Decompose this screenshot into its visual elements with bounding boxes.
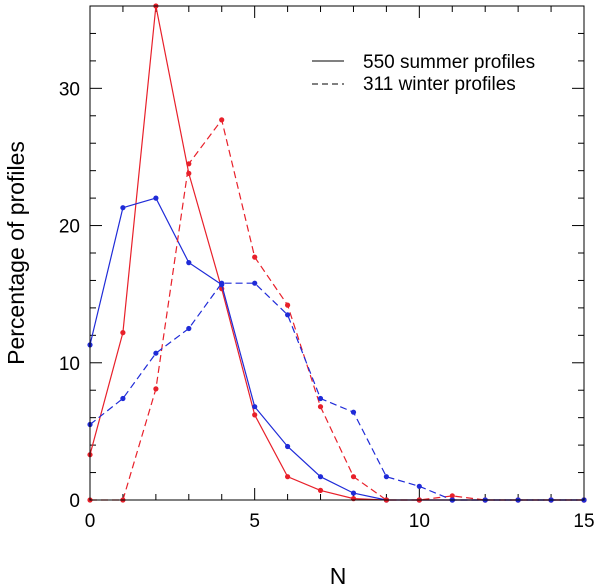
x-tick-label: 15 xyxy=(573,511,594,532)
data-point-winter-red xyxy=(449,493,455,499)
data-point-winter-blue xyxy=(416,483,422,489)
data-point-winter-red xyxy=(153,386,159,392)
data-point-winter-blue xyxy=(186,325,192,332)
data-point-winter-red xyxy=(252,254,258,260)
data-point-winter-red xyxy=(285,302,291,308)
data-point-summer-blue xyxy=(153,195,159,201)
legend-label-summer: 550 summer profiles xyxy=(363,52,535,73)
data-point-winter-blue xyxy=(350,409,357,415)
y-tick-label: 0 xyxy=(69,491,80,512)
data-point-summer-red xyxy=(252,412,258,418)
data-point-winter-blue xyxy=(317,395,324,402)
data-point-winter-blue xyxy=(153,350,159,356)
legend-label-winter: 311 winter profiles xyxy=(363,74,516,95)
data-point-winter-red xyxy=(186,161,192,167)
data-point-winter-red xyxy=(317,404,324,410)
tick-labels: 0 5 10 15 0 10 20 30 xyxy=(59,79,595,532)
data-point-winter-blue xyxy=(285,312,291,318)
x-tick-label: 0 xyxy=(85,511,96,532)
data-point-summer-blue xyxy=(120,205,126,211)
data-point-summer-blue xyxy=(317,474,324,480)
x-tick-label: 5 xyxy=(249,511,260,532)
series-line-winter-blue xyxy=(89,282,584,501)
plot-frame xyxy=(89,5,585,501)
data-point-winter-blue xyxy=(120,395,126,402)
y-tick-label: 20 xyxy=(59,217,80,238)
data-point-summer-red xyxy=(317,487,324,493)
data-point-summer-blue xyxy=(350,490,357,496)
data-point-summer-red xyxy=(120,330,126,336)
data-point-summer-blue xyxy=(252,404,258,410)
data-point-winter-blue xyxy=(252,280,258,286)
data-point-summer-blue xyxy=(285,443,291,450)
series-line-winter-red xyxy=(90,118,584,501)
data-point-winter-blue xyxy=(383,474,389,480)
x-tick-label: 10 xyxy=(409,511,430,532)
y-axis-title: Percentage of profiles xyxy=(3,141,29,365)
y-tick-label: 30 xyxy=(59,79,80,100)
data-point-summer-red xyxy=(285,474,291,480)
x-axis-title: N xyxy=(330,563,347,584)
y-tick-label: 10 xyxy=(59,354,80,375)
data-point-winter-blue xyxy=(219,280,225,286)
data-point-summer-blue xyxy=(186,260,192,266)
series-line-summer-blue xyxy=(89,197,584,501)
data-point-winter-red xyxy=(350,474,357,480)
data-point-winter-red xyxy=(219,117,225,123)
legend: 550 summer profiles 311 winter profiles xyxy=(312,52,535,95)
